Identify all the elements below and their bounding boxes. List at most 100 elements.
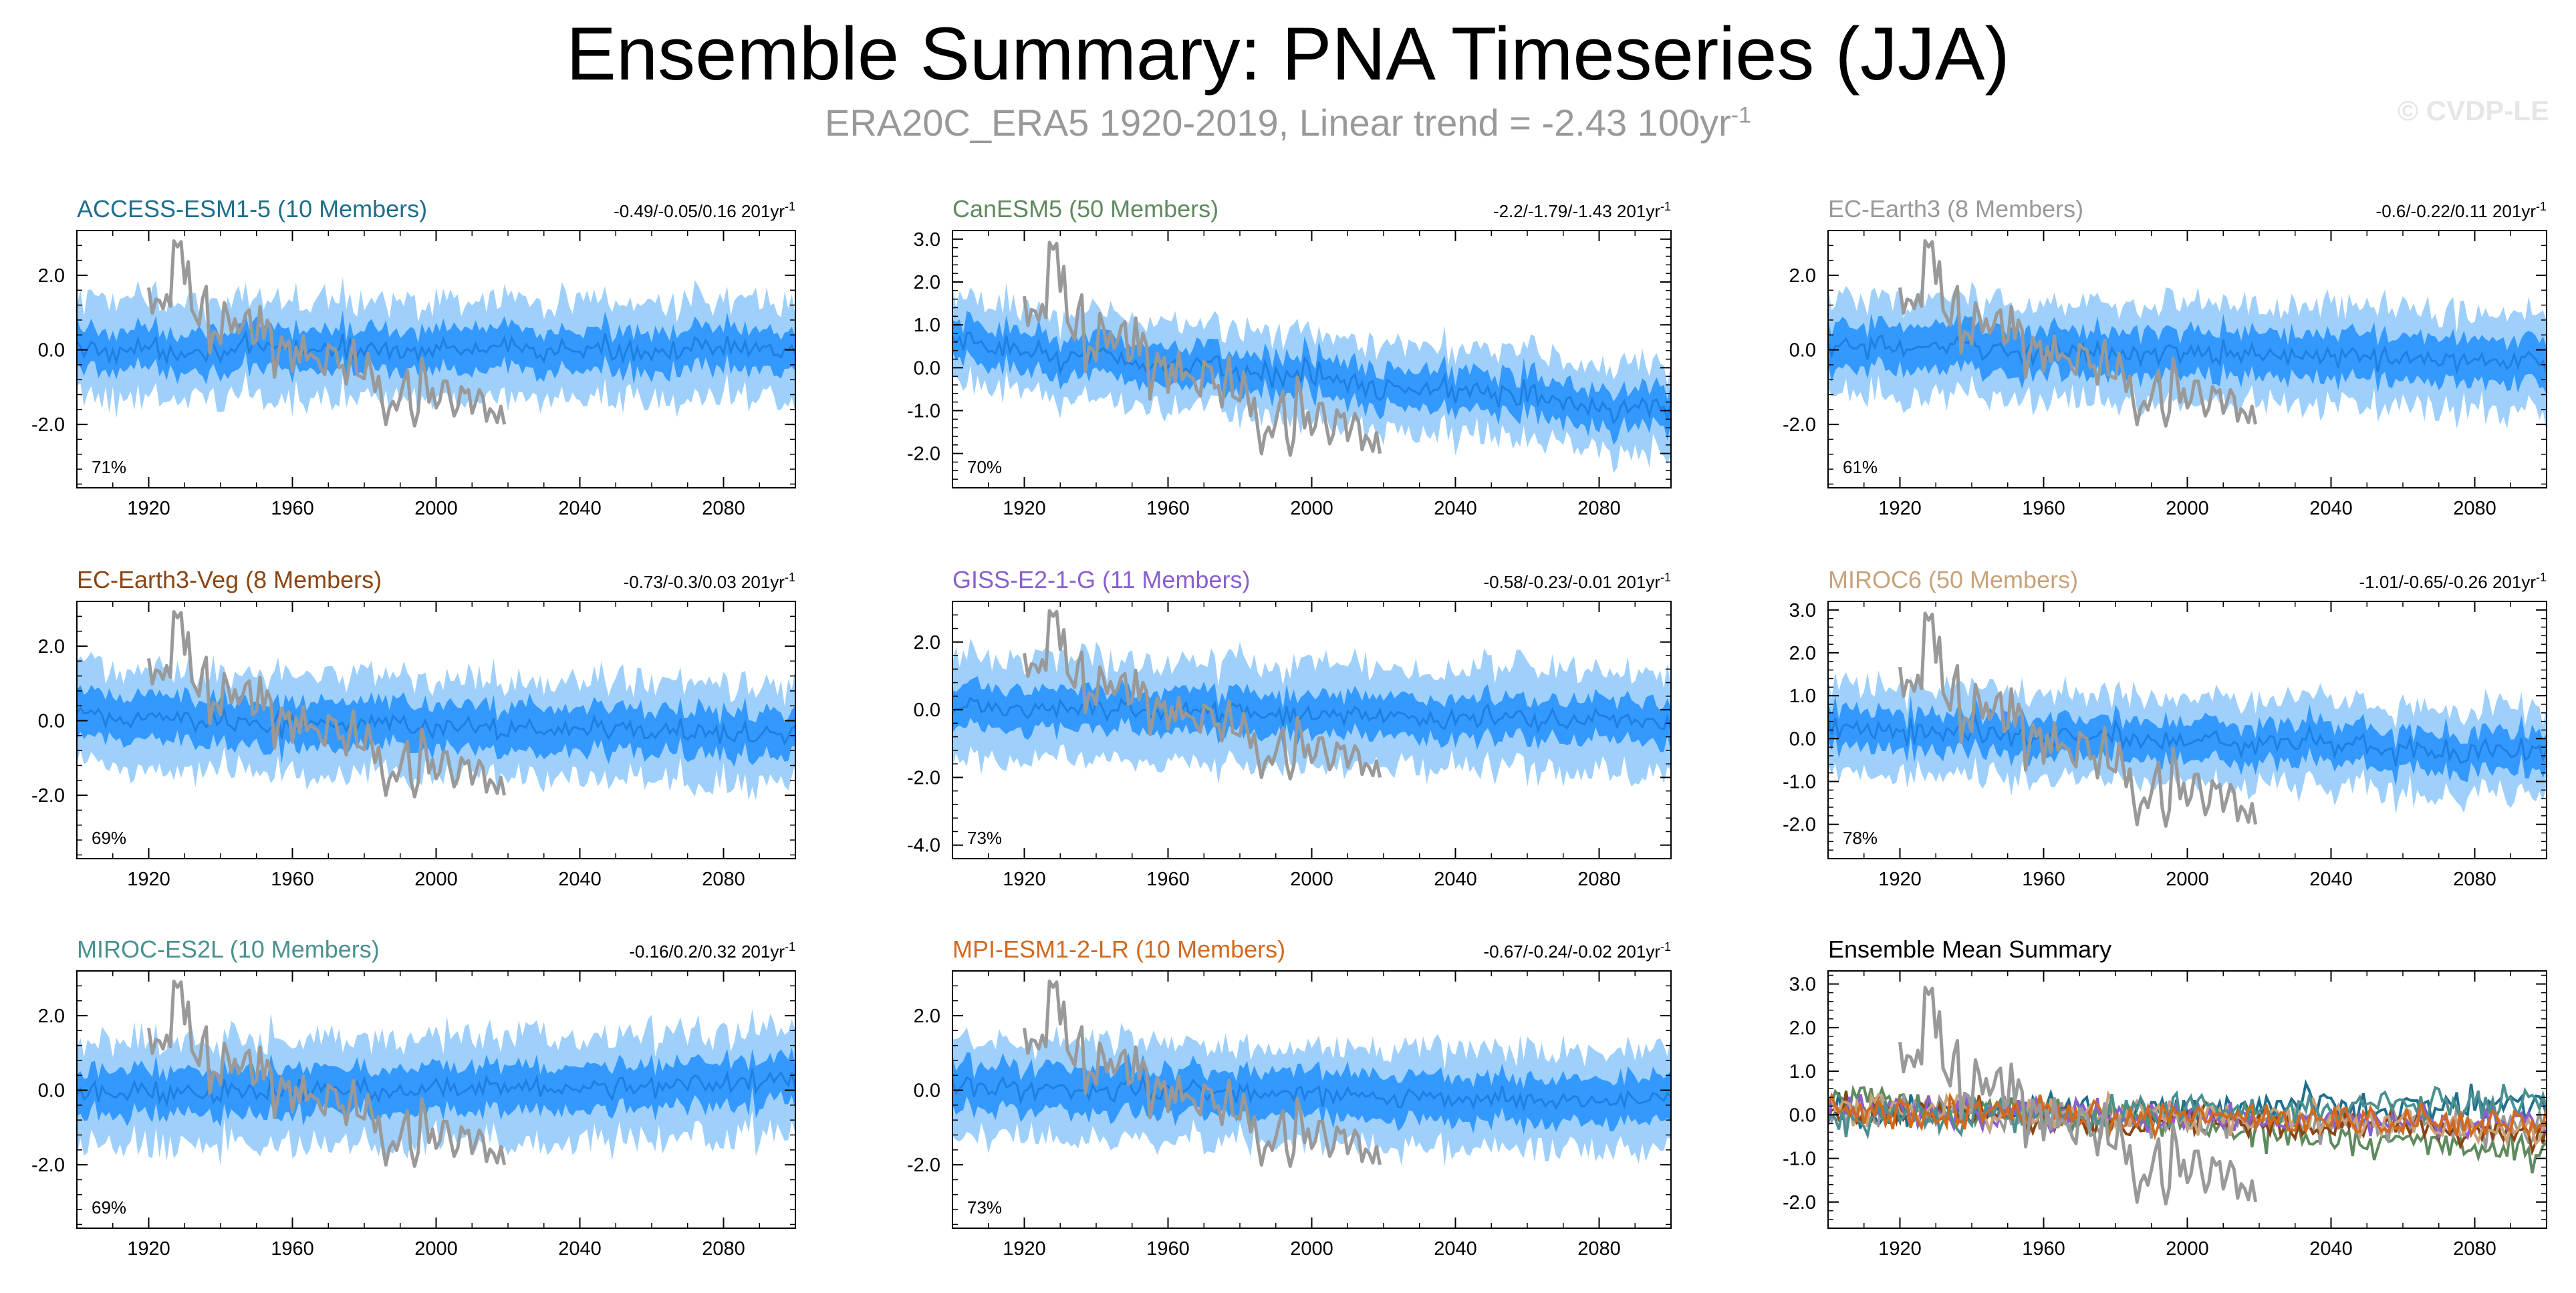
percent-label: 69% — [92, 1197, 126, 1217]
y-tick-label: 2.0 — [1789, 1018, 1816, 1039]
trend-label: -0.58/-0.23/-0.01 201yr-1 — [1483, 571, 1671, 592]
plot-area — [1828, 611, 2547, 828]
x-tick-label: 2040 — [1434, 498, 1477, 519]
x-tick-label: 1920 — [1878, 1238, 1922, 1260]
y-tick-label: -2.0 — [1783, 1192, 1816, 1213]
percent-label: 71% — [92, 457, 126, 477]
trend-label: -0.16/0.2/0.32 201yr-1 — [629, 940, 795, 962]
x-tick-label: 2000 — [2166, 1238, 2209, 1260]
plot-area — [77, 610, 795, 801]
y-tick-label: 0.0 — [914, 1081, 940, 1102]
y-tick-label: 2.0 — [914, 1006, 940, 1027]
plot-area — [77, 980, 795, 1168]
subtitle-superscript: -1 — [1730, 102, 1751, 128]
x-tick-label: 2000 — [1290, 869, 1333, 890]
observed-line — [1023, 980, 1382, 1168]
observed-line — [1023, 241, 1382, 457]
y-tick-label: 2.0 — [1789, 265, 1816, 287]
plot-area — [1828, 986, 2547, 1205]
y-tick-label: 2.0 — [914, 272, 940, 293]
observed-line — [147, 610, 507, 799]
x-tick-label: 2000 — [1290, 498, 1333, 519]
ensemble-mean-line — [1828, 713, 2547, 766]
percent-label: 70% — [967, 457, 1002, 477]
x-tick-label: 1960 — [1146, 869, 1190, 890]
x-tick-label: 1920 — [127, 1238, 170, 1260]
panel-title: MIROC6 (50 Members) — [1828, 566, 2078, 593]
observed-line — [1023, 609, 1382, 780]
y-tick-label: 3.0 — [1789, 974, 1816, 996]
y-tick-label: -1.0 — [907, 401, 940, 422]
panel-ec-earth3-veg: EC-Earth3-Veg (8 Members) -0.73/-0.3/0.03… — [31, 566, 796, 890]
observed-line — [1898, 986, 2258, 1205]
plot-area — [77, 239, 795, 428]
percent-label: 73% — [967, 828, 1002, 848]
y-tick-label: 0.0 — [38, 711, 65, 732]
x-tick-label: 1960 — [271, 1238, 314, 1260]
panel-title: ACCESS-ESM1-5 (10 Members) — [77, 195, 427, 223]
x-tick-label: 2000 — [2166, 869, 2209, 890]
panel-title: CanESM5 (50 Members) — [952, 195, 1218, 223]
plot-frame — [1827, 970, 2547, 1229]
x-tick-label: 2080 — [2453, 498, 2496, 519]
y-tick-label: -2.0 — [31, 785, 65, 807]
panel-title: EC-Earth3 (8 Members) — [1828, 195, 2083, 223]
y-tick-label: -2.0 — [1783, 815, 1816, 836]
x-tick-label: 2040 — [2309, 498, 2353, 519]
x-tick-label: 1960 — [271, 498, 314, 519]
panel-title: EC-Earth3-Veg (8 Members) — [77, 566, 382, 593]
y-tick-label: 0.0 — [914, 700, 940, 721]
observed-line — [147, 980, 507, 1168]
x-tick-label: 2080 — [1577, 498, 1621, 519]
x-tick-label: 1920 — [1878, 869, 1922, 890]
observed-line — [147, 239, 507, 428]
x-tick-label: 2000 — [414, 498, 458, 519]
y-tick-label: -1.0 — [1783, 1149, 1816, 1170]
y-tick-label: 0.0 — [1789, 728, 1816, 750]
y-tick-label: 2.0 — [38, 1006, 65, 1027]
x-tick-label: 1920 — [127, 498, 170, 519]
y-tick-label: -2.0 — [907, 767, 940, 788]
trend-label: -0.73/-0.3/0.03 201yr-1 — [624, 571, 795, 592]
y-tick-label: 0.0 — [914, 357, 940, 379]
ensemble-mean-line — [77, 1068, 795, 1109]
y-tick-label: 1.0 — [914, 315, 940, 336]
x-tick-label: 1920 — [1003, 869, 1046, 890]
plot-area — [1828, 239, 2547, 433]
inner-spread-band — [77, 1047, 795, 1127]
trend-label: -2.2/-1.79/-1.43 201yr-1 — [1493, 200, 1671, 221]
panel-miroc-es2l: MIROC-ES2L (10 Members) -0.16/0.2/0.32 20… — [31, 936, 796, 1260]
trend-label: -0.67/-0.24/-0.02 201yr-1 — [1483, 940, 1671, 962]
y-tick-label: -1.0 — [1783, 772, 1816, 793]
x-tick-label: 2080 — [702, 498, 745, 519]
panel-access-esm1-5: ACCESS-ESM1-5 (10 Members) -0.49/-0.05/0.… — [31, 195, 796, 519]
ensemble-mean-line — [952, 331, 1671, 424]
panel-ec-earth3: EC-Earth3 (8 Members) -0.6/-0.22/0.11 201… — [1783, 195, 2547, 519]
page-subtitle: ERA20C_ERA5 1920-2019, Linear trend = -2… — [0, 100, 2576, 145]
plot-area — [952, 241, 1671, 473]
y-tick-label: 2.0 — [38, 265, 65, 287]
x-tick-label: 2040 — [1434, 869, 1477, 890]
percent-label: 69% — [92, 828, 126, 848]
ensemble-mean-line — [77, 706, 795, 746]
y-tick-label: -2.0 — [907, 444, 940, 465]
x-tick-label: 2080 — [1577, 1238, 1621, 1260]
panel-ensemble-mean-summary: Ensemble Mean Summary 1920 1960 2000 2040 208… — [1783, 936, 2547, 1260]
x-tick-label: 2080 — [1577, 869, 1621, 890]
observed-line — [1898, 611, 2258, 828]
x-tick-label: 2040 — [2309, 869, 2353, 890]
x-tick-label: 1920 — [127, 869, 170, 890]
series-line-miroc6 — [1828, 1090, 2547, 1147]
ensemble-mean-line — [952, 696, 1671, 734]
observed-line — [1898, 239, 2258, 428]
y-tick-label: -2.0 — [1783, 414, 1816, 436]
trend-label: -1.01/-0.65/-0.26 201yr-1 — [2359, 571, 2547, 592]
panel-title: Ensemble Mean Summary — [1828, 936, 2111, 963]
x-tick-label: 1960 — [1146, 1238, 1190, 1260]
ensemble-mean-line — [1828, 331, 2547, 376]
trend-label: -0.6/-0.22/0.11 201yr-1 — [2376, 200, 2547, 221]
panel-canesm5: CanESM5 (50 Members) -2.2/-1.79/-1.43 201… — [907, 195, 1672, 519]
panel-miroc6: MIROC6 (50 Members) -1.01/-0.65/-0.26 201… — [1783, 566, 2547, 890]
y-tick-label: 0.0 — [1789, 340, 1816, 362]
x-tick-label: 2080 — [2453, 1238, 2496, 1260]
